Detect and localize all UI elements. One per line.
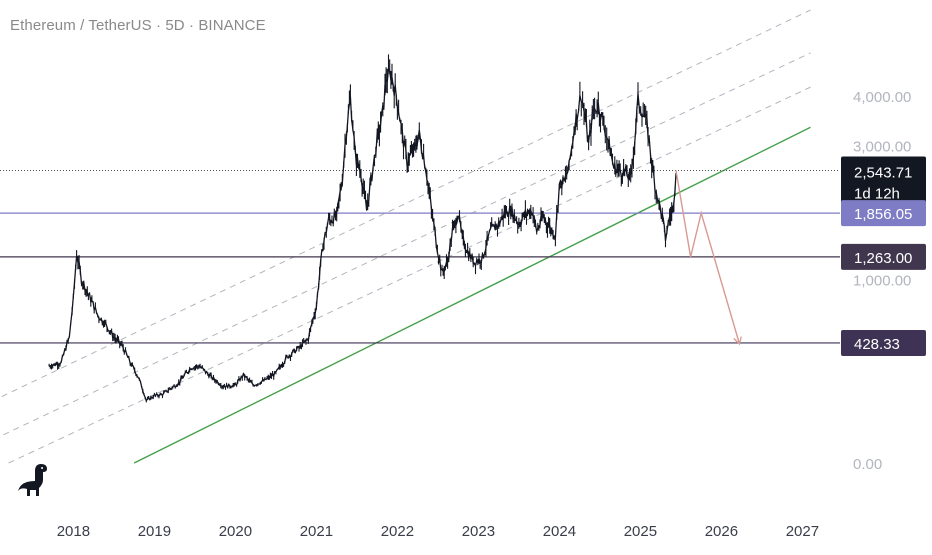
level-badge-0 bbox=[841, 200, 926, 227]
projection-line bbox=[675, 170, 739, 344]
price-line bbox=[48, 68, 677, 402]
x-axis: 2018 2019 2020 2021 2022 2023 2024 2025 2026 2027 bbox=[57, 523, 819, 540]
y-tick-label: 3,000.00 bbox=[853, 138, 911, 155]
price-labels: 2,543.71 1d 12h 1,856.05 1,263.00 428.33 bbox=[841, 156, 926, 356]
y-tick-label: 4,000.00 bbox=[853, 89, 911, 106]
horizontal-levels bbox=[0, 169, 840, 344]
level-label-0: 1,856.05 bbox=[854, 206, 912, 223]
x-tick-label: 2022 bbox=[381, 523, 414, 540]
chart-title: Ethereum / TetherUS · 5D · BINANCE bbox=[10, 17, 266, 34]
y-tick-label: 0.00 bbox=[853, 456, 882, 473]
level-badge-2 bbox=[841, 329, 926, 356]
last-price-countdown: 1d 12h bbox=[854, 185, 900, 202]
level-badge-1 bbox=[841, 243, 926, 270]
level-label-2: 428.33 bbox=[854, 336, 900, 353]
channel-lines bbox=[0, 9, 811, 464]
projection-path bbox=[675, 170, 739, 344]
last-price-value: 2,543.71 bbox=[854, 164, 912, 181]
last-price-badge bbox=[841, 156, 926, 205]
channel-line-support bbox=[133, 126, 811, 464]
x-tick-label: 2020 bbox=[219, 523, 252, 540]
dinosaur-icon bbox=[18, 464, 47, 496]
x-tick-label: 2024 bbox=[543, 523, 576, 540]
x-tick-label: 2025 bbox=[624, 523, 657, 540]
channel-line-upper-2 bbox=[0, 52, 811, 437]
y-axis: 4,000.003,000.002,000.001,000.000.00 bbox=[853, 89, 911, 473]
x-tick-label: 2026 bbox=[705, 523, 738, 540]
x-tick-label: 2021 bbox=[300, 523, 333, 540]
level-label-1: 1,263.00 bbox=[854, 250, 912, 267]
x-tick-label: 2023 bbox=[462, 523, 495, 540]
channel-line-upper-3 bbox=[0, 9, 811, 398]
channel-line-upper-1 bbox=[8, 86, 811, 464]
x-tick-label: 2018 bbox=[57, 523, 90, 540]
price-series bbox=[48, 54, 677, 403]
y-tick-label: 1,000.00 bbox=[853, 273, 911, 290]
x-tick-label: 2019 bbox=[138, 523, 171, 540]
x-tick-label: 2027 bbox=[786, 523, 819, 540]
